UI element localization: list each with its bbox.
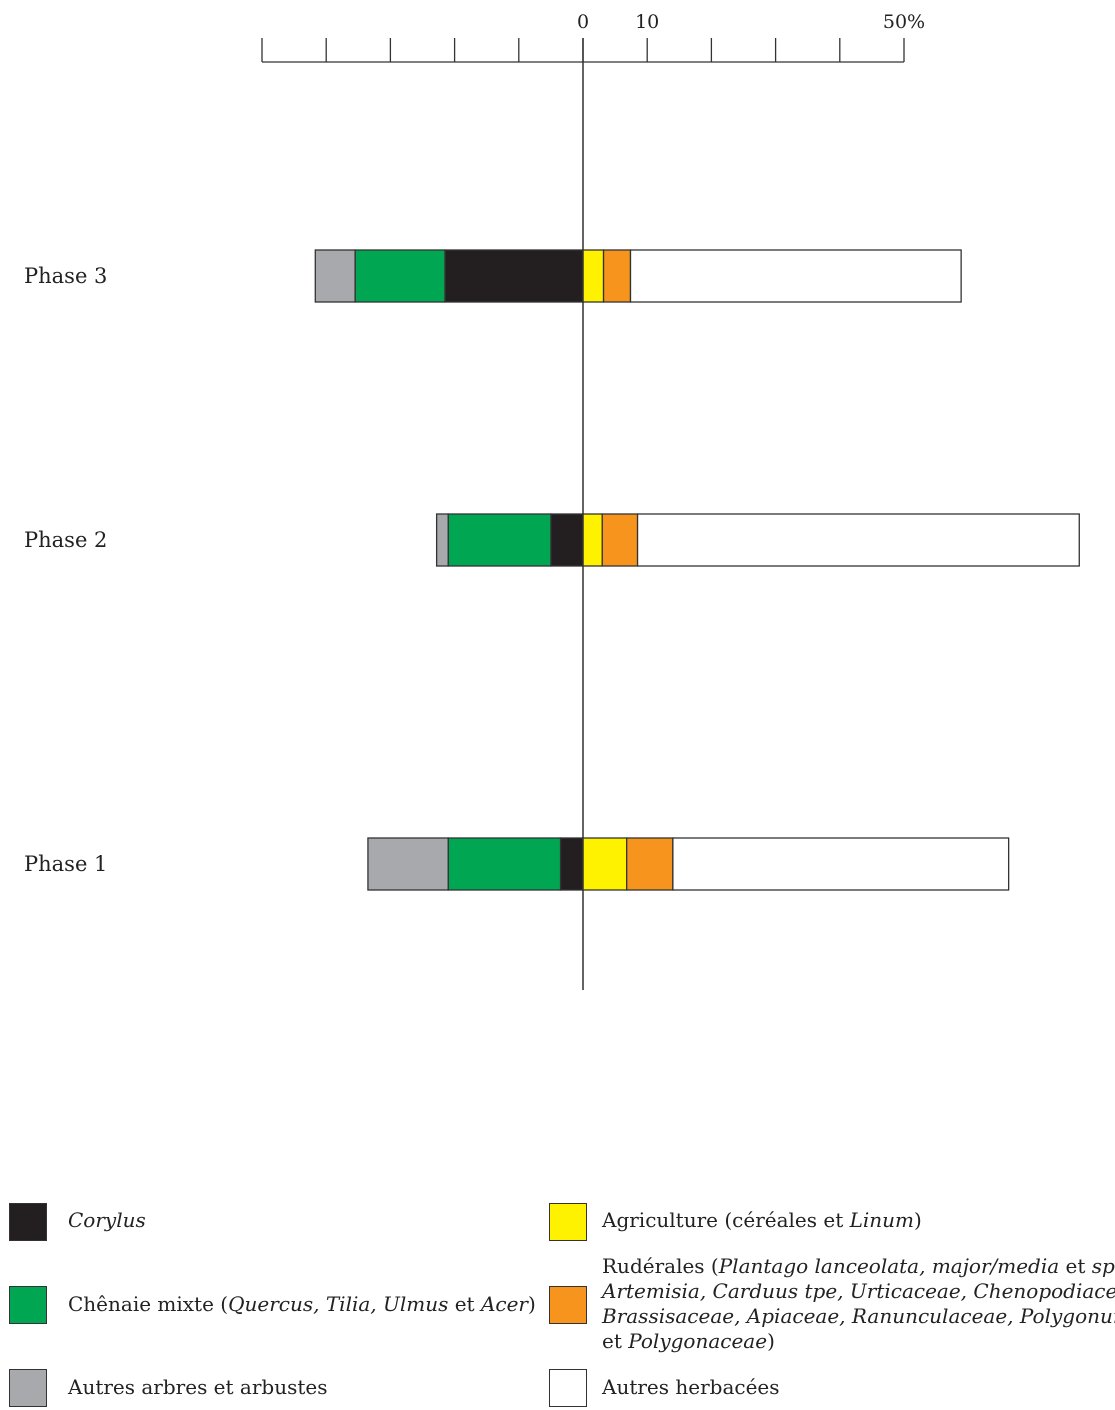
legend-swatch-autres_arbres (9, 1369, 47, 1407)
category-label: Phase 3 (24, 264, 107, 288)
legend-swatch-autres_herbacees (549, 1369, 587, 1407)
legend-swatch-chenaie (9, 1286, 47, 1324)
bar-segment-agriculture (582, 249, 605, 303)
bar-segment-ruderales (626, 837, 674, 891)
bar-segment-chenaie (354, 249, 446, 303)
legend-label-agriculture: Agriculture (céréales et Linum) (602, 1208, 922, 1232)
x-tick-label: 10 (635, 11, 659, 33)
bar-segment-ruderales (601, 513, 639, 567)
bar-segment-corylus (444, 249, 584, 303)
bar-segment-ruderales (602, 249, 632, 303)
bar-segment-autres_herbacees (629, 249, 962, 303)
legend-label-autres_herbacees: Autres herbacées (602, 1375, 780, 1399)
bar-segment-autres_arbres (314, 249, 356, 303)
chart-canvas: 0 10 50% Phase 3 Phase 2 Phase 1 (24, 11, 1080, 990)
x-tick-label: 50% (883, 11, 925, 33)
bar-segment-chenaie (447, 513, 552, 567)
legend-label-chenaie: Chênaie mixte (Quercus, Tilia, Ulmus et … (68, 1292, 536, 1316)
legend-swatch-corylus (9, 1203, 47, 1241)
bar-segment-corylus (559, 837, 584, 891)
legend-label-ruderales: Rudérales (Plantago lanceolata, major/me… (602, 1254, 1115, 1353)
bar-segment-autres_arbres (435, 513, 449, 567)
legend-swatch-agriculture (549, 1203, 587, 1241)
bar-segment-autres_herbacees (672, 837, 1010, 891)
legend-label-corylus: Corylus (68, 1208, 146, 1232)
x-tick-label: 0 (577, 11, 589, 33)
category-label: Phase 1 (24, 852, 107, 876)
bar-segment-autres_arbres (367, 837, 449, 891)
bar-segment-agriculture (582, 513, 603, 567)
bar-segment-corylus (550, 513, 584, 567)
category-label: Phase 2 (24, 528, 107, 552)
legend-label-autres_arbres: Autres arbres et arbustes (68, 1375, 328, 1399)
bar-segment-agriculture (582, 837, 628, 891)
bar-segment-chenaie (447, 837, 562, 891)
bar-segment-autres_herbacees (636, 513, 1080, 567)
legend-swatch-ruderales (549, 1286, 587, 1324)
